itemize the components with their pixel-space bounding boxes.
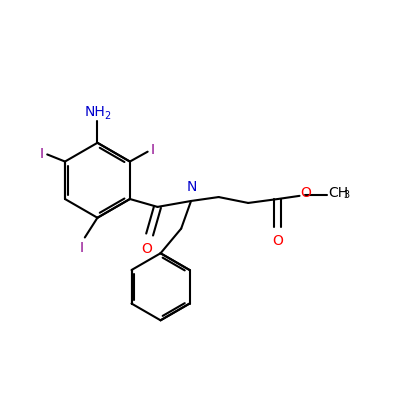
Text: I: I xyxy=(39,148,43,162)
Text: 2: 2 xyxy=(104,111,110,121)
Text: NH: NH xyxy=(85,105,106,119)
Text: I: I xyxy=(151,144,155,158)
Text: I: I xyxy=(80,242,84,256)
Text: CH: CH xyxy=(328,186,348,200)
Text: N: N xyxy=(187,180,197,194)
Text: O: O xyxy=(301,186,312,200)
Text: O: O xyxy=(141,242,152,256)
Text: 3: 3 xyxy=(343,190,349,200)
Text: O: O xyxy=(272,234,283,248)
